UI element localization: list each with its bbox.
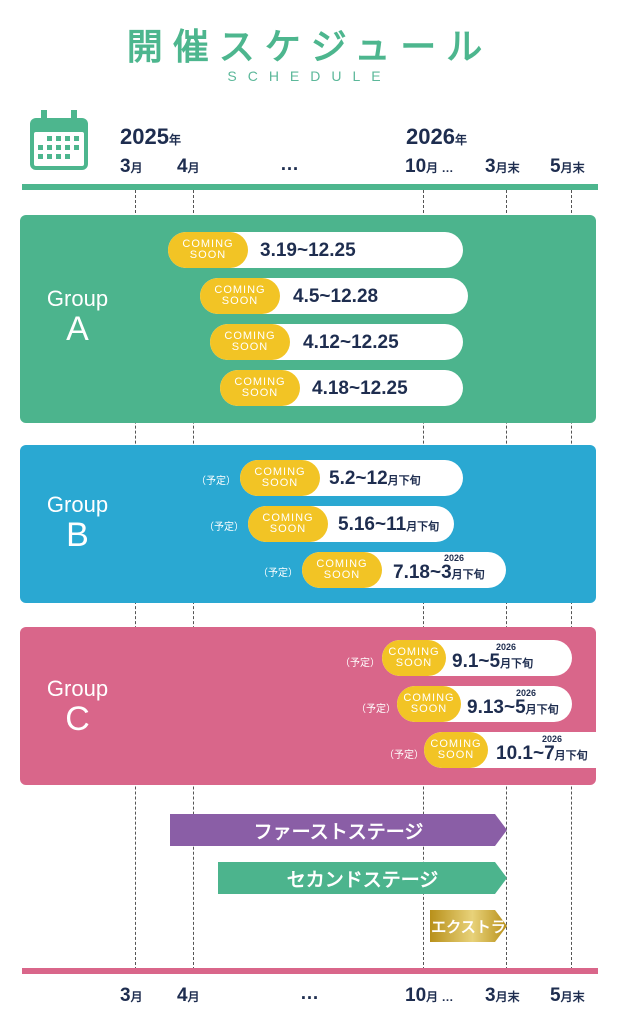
page-title: 開催スケジュール <box>126 27 493 68</box>
month-label-oct: 10月 … <box>405 156 454 177</box>
bottom-timeline-bar <box>22 968 598 974</box>
schedule-dates: 7.18~3月下旬 <box>393 562 485 583</box>
schedule-dates: 9.1~5月下旬 <box>452 651 534 672</box>
month-label-mar: 3月 <box>120 156 143 177</box>
tentative-note: （予定） <box>384 750 424 761</box>
coming-soon-badge: COMING SOON <box>200 278 280 314</box>
tentative-note: （予定） <box>196 476 236 487</box>
schedule-dates: 4.18~12.25 <box>312 378 408 399</box>
month-label-apr: 4月 <box>177 985 200 1006</box>
first-stage-arrow: ファーストステージ <box>170 814 507 846</box>
coming-soon-badge: COMING SOON <box>424 732 488 768</box>
calendar-icon <box>30 110 88 170</box>
group-b-label: Group B <box>46 492 109 554</box>
month-label-ellipsis: … <box>280 154 299 175</box>
schedule-dates: 4.5~12.28 <box>293 286 379 307</box>
tentative-note: （予定） <box>258 568 298 579</box>
schedule-dates: 5.16~11月下旬 <box>338 514 440 535</box>
schedule-dates: 4.12~12.25 <box>303 332 399 353</box>
coming-soon-badge: COMING SOON <box>382 640 446 676</box>
year-2026: 2026年 <box>406 124 467 149</box>
group-a-label: Group A <box>46 286 109 348</box>
month-label-mar-end: 3月末 <box>485 156 520 177</box>
end-year-note: 2026 <box>444 553 465 563</box>
coming-soon-badge: COMING SOON <box>168 232 248 268</box>
tentative-note: （予定） <box>356 704 396 715</box>
schedule-dates: 3.19~12.25 <box>260 240 356 261</box>
month-label-apr: 4月 <box>177 156 200 177</box>
month-label-mar-end: 3月末 <box>485 985 520 1006</box>
group-c-label: Group C <box>46 676 109 738</box>
tentative-note: （予定） <box>204 522 244 533</box>
end-year-note: 2026 <box>496 642 517 652</box>
month-label-may-end: 5月末 <box>550 156 585 177</box>
extra-stage-arrow: エクストラ <box>430 910 507 942</box>
month-label-ellipsis: … <box>300 983 319 1004</box>
tentative-note: （予定） <box>340 658 380 669</box>
coming-soon-badge: COMING SOON <box>220 370 300 406</box>
coming-soon-badge: COMING SOON <box>248 506 328 542</box>
month-label-may-end: 5月末 <box>550 985 585 1006</box>
page-subtitle: SCHEDULE <box>227 68 392 84</box>
end-year-note: 2026 <box>516 688 537 698</box>
coming-soon-badge: COMING SOON <box>302 552 382 588</box>
coming-soon-badge: COMING SOON <box>397 686 461 722</box>
month-label-oct: 10月 … <box>405 985 454 1006</box>
year-2025: 2025年 <box>120 124 181 149</box>
top-timeline-bar <box>22 184 598 190</box>
schedule-dates: 9.13~5月下旬 <box>467 697 559 718</box>
coming-soon-badge: COMING SOON <box>240 460 320 496</box>
coming-soon-badge: COMING SOON <box>210 324 290 360</box>
schedule-dates: 5.2~12月下旬 <box>329 468 421 489</box>
end-year-note: 2026 <box>542 734 563 744</box>
second-stage-arrow: セカンドステージ <box>218 862 507 894</box>
month-label-mar: 3月 <box>120 985 143 1006</box>
schedule-dates: 10.1~7月下旬 <box>496 743 588 764</box>
